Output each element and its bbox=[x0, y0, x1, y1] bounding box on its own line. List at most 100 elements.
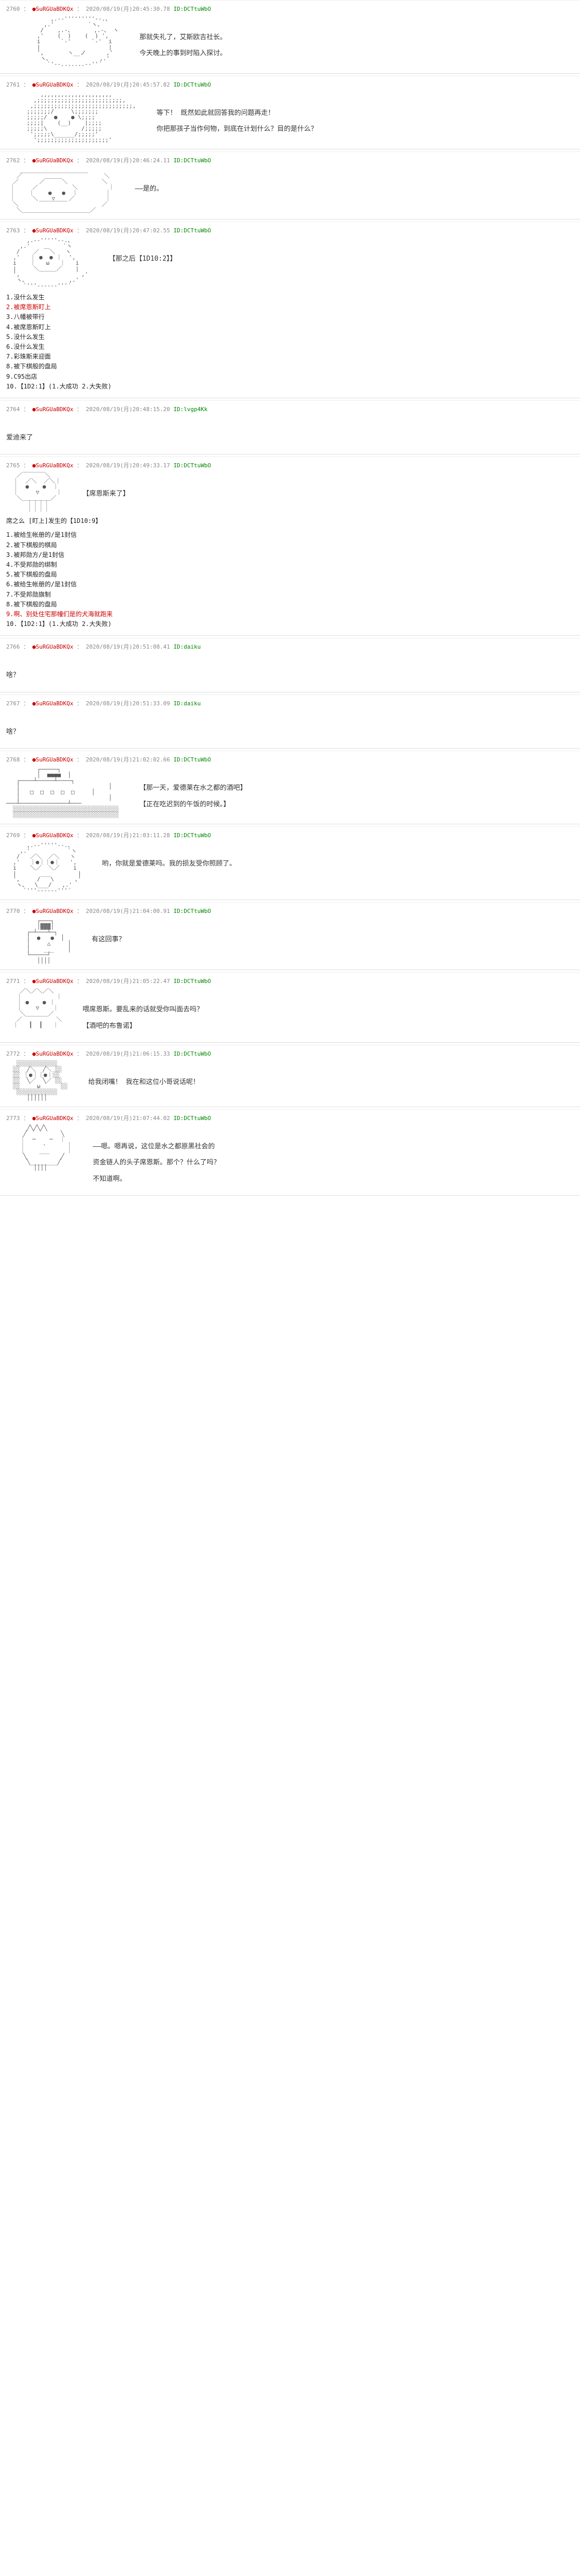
post: 2770 ： ●SuRGUaBDKQx ： 2020/08/19(月)21:04… bbox=[0, 902, 580, 968]
post-meta: 2760 ： ●SuRGUaBDKQx ： 2020/08/19(月)20:45… bbox=[6, 5, 574, 13]
post-id: ●SuRGUaBDKQx bbox=[32, 1050, 73, 1057]
post-meta: 2763 ： ●SuRGUaBDKQx ： 2020/08/19(月)20:47… bbox=[6, 226, 574, 234]
post-host: ID:DCTtuWbO bbox=[173, 227, 211, 234]
post-content: 啥？ bbox=[6, 710, 574, 742]
post-content: ,.-‐'''''‐-.、 ,.' ＿ `ヽ / ／ ＼ ヽ ,' ｜ ● ● … bbox=[6, 238, 574, 289]
dice-option: 10.【1D2:1】(1.大成功 2.大失败) bbox=[6, 382, 574, 392]
post-host: ID:DCTtuWbO bbox=[173, 6, 211, 12]
post: 2773 ： ●SuRGUaBDKQx ： 2020/08/19(月)21:07… bbox=[0, 1109, 580, 1193]
ascii-art: ╱╲╱╲╱╲ ╱ ╲ ｜ ─ ─ ｜ ｜ · ｜ ｜ ___ ｜ ╲ ╱ ╲__… bbox=[6, 1125, 72, 1171]
post-id: ●SuRGUaBDKQx bbox=[32, 643, 73, 650]
dice-pre: 席之么 [盯上]发生的【1D10:9】 bbox=[6, 516, 574, 526]
ascii-art: ,,,,,,,,,,,,,,,,,,,,, ,;;;;;;;;;;;;;;;;;… bbox=[6, 92, 136, 143]
dice-option: 2.被席恩斯盯上 bbox=[6, 302, 574, 312]
post-text: 【席恩斯来了】 bbox=[82, 472, 129, 504]
post-text: 啥？ bbox=[6, 654, 20, 685]
dice-option: 3.八幡被带行 bbox=[6, 312, 574, 322]
post-meta: 2770 ： ●SuRGUaBDKQx ： 2020/08/19(月)21:04… bbox=[6, 907, 574, 915]
post-content: ┌───┐ │▓▓▓│ ┌─┴───┴─┐ │ ● ● │ │ △ │ │ __… bbox=[6, 918, 574, 963]
post-meta: 2772 ： ●SuRGUaBDKQx ： 2020/08/19(月)21:06… bbox=[6, 1049, 574, 1058]
text-line: 你把那孩子当作何物，到底在计划什么？目的是什么？ bbox=[157, 123, 318, 135]
post-content: 啥？ bbox=[6, 654, 574, 685]
post-text: 哟，你就是爱德莱吗。我的损友受你照顾了。 bbox=[102, 842, 236, 874]
post-date: 2020/08/19(月)20:48:15.20 bbox=[86, 406, 170, 413]
post: 2769 ： ●SuRGUaBDKQx ： 2020/08/19(月)21:03… bbox=[0, 826, 580, 897]
dice-option: 6.没什么发生 bbox=[6, 342, 574, 352]
dice-option: 3.被邦勋方/是1封信 bbox=[6, 550, 574, 560]
post: 2762 ： ●SuRGUaBDKQx ： 2020/08/19(月)20:46… bbox=[0, 151, 580, 217]
dice-option: 4.被席恩斯盯上 bbox=[6, 323, 574, 332]
post-no: 2762 bbox=[6, 157, 20, 164]
post-host: ID:DCTtuWbO bbox=[173, 756, 211, 763]
post-content: ┌─────┐ │ ■■■■ │ ┌────┴─────┴────┐ │ │ │… bbox=[6, 767, 574, 818]
divider bbox=[0, 1042, 580, 1043]
post-meta: 2761 ： ●SuRGUaBDKQx ： 2020/08/19(月)20:45… bbox=[6, 80, 574, 89]
post-id: ●SuRGUaBDKQx bbox=[32, 6, 73, 12]
post-id: ●SuRGUaBDKQx bbox=[32, 908, 73, 914]
post-no: 2768 bbox=[6, 756, 20, 763]
text-line: 不知道啊。 bbox=[93, 1173, 220, 1185]
post-no: 2772 bbox=[6, 1050, 20, 1057]
dice-option: 1.没什么发生 bbox=[6, 293, 574, 302]
post-no: 2769 bbox=[6, 832, 20, 839]
post-id: ●SuRGUaBDKQx bbox=[32, 406, 73, 413]
post-date: 2020/08/19(月)20:46:24.11 bbox=[86, 157, 170, 164]
post: 2763 ： ●SuRGUaBDKQx ： 2020/08/19(月)20:47… bbox=[0, 222, 580, 396]
post: 2760 ： ●SuRGUaBDKQx ： 2020/08/19(月)20:45… bbox=[0, 0, 580, 71]
post-host: ID:daiku bbox=[173, 700, 201, 707]
dice-option: 5.没什么发生 bbox=[6, 332, 574, 342]
ascii-art: ┌───┐ │▓▓▓│ ┌─┴───┴─┐ │ ● ● │ │ △ │ │ __… bbox=[6, 918, 71, 963]
post-host: ID:DCTtuWbO bbox=[173, 1115, 211, 1122]
post-date: 2020/08/19(月)21:03:11.28 bbox=[86, 832, 170, 839]
post-text: 有这回事？ bbox=[92, 918, 125, 950]
dice-option: 7.不受邦勋旗制 bbox=[6, 590, 574, 600]
post-content: ,,,,,,,,,,,,,,,,,,,,, ,;;;;;;;;;;;;;;;;;… bbox=[6, 92, 574, 143]
post-date: 2020/08/19(月)21:02:02.66 bbox=[86, 756, 170, 763]
ascii-art: ,.-‐'''''''''‐-.、 ,.' `ヽ、 / ,.-、 ,.-、 ヽ … bbox=[6, 16, 119, 67]
ascii-art: ,.-‐'''''‐-.、 ,.' `ヽ / ／＼ ／＼ ヽ ,' ｜●｜｜●｜… bbox=[6, 842, 81, 893]
post-meta: 2764 ： ●SuRGUaBDKQx ： 2020/08/19(月)20:48… bbox=[6, 405, 574, 413]
post-no: 2773 bbox=[6, 1115, 20, 1122]
post-date: 2020/08/19(月)21:05:22.47 bbox=[86, 978, 170, 985]
post-host: ID:DCTtuWbO bbox=[173, 832, 211, 839]
dice-option: 9.C95出店 bbox=[6, 372, 574, 382]
text-line: 等下！ 既然如此就回答我的问题再走！ bbox=[157, 107, 318, 119]
post-text: 喂席恩斯。要乱来的话就受你叫面去吗？【酒吧的布鲁诺】 bbox=[82, 988, 203, 1036]
post-content: ,.-‐'''''''''‐-.、 ,.' `ヽ、 / ,.-、 ,.-、 ヽ … bbox=[6, 16, 574, 67]
post: 2761 ： ●SuRGUaBDKQx ： 2020/08/19(月)20:45… bbox=[0, 76, 580, 147]
post-content: ＿＿＿＿＿＿＿＿＿＿＿＿ ／ ＼ ／ ／￣￣￣＼ ＼ ｜ ／ ＼ ｜ ｜ ｜ ●… bbox=[6, 167, 574, 213]
post-date: 2020/08/19(月)20:49:33.17 bbox=[86, 462, 170, 469]
post-host: ID:DCTtuWbO bbox=[173, 1050, 211, 1057]
post-host: ID:DCTtuWbO bbox=[173, 978, 211, 985]
post-host: ID:DCTtuWbO bbox=[173, 157, 211, 164]
post: 2764 ： ●SuRGUaBDKQx ： 2020/08/19(月)20:48… bbox=[0, 400, 580, 452]
post-id: ●SuRGUaBDKQx bbox=[32, 1115, 73, 1122]
ascii-art: ＿＿＿＿＿＿＿＿＿＿＿＿ ／ ＼ ／ ／￣￣￣＼ ＼ ｜ ／ ＼ ｜ ｜ ｜ ●… bbox=[6, 167, 114, 213]
text-line: ——是的。 bbox=[135, 183, 163, 195]
text-line: 哟，你就是爱德莱吗。我的损友受你照顾了。 bbox=[102, 858, 236, 870]
dice-list: 1.没什么发生2.被席恩斯盯上3.八幡被带行4.被席恩斯盯上5.没什么发生6.没… bbox=[6, 293, 574, 392]
divider bbox=[0, 748, 580, 749]
post-content: ／￣￣￣￣＼ ｜ ／＼ ／＼｜ ｜ ● ● ｜ ｜ ▽ ｜ ＼＿＿＿＿＿／ ｜｜… bbox=[6, 472, 574, 512]
ascii-art: ┌─────┐ │ ■■■■ │ ┌────┴─────┴────┐ │ │ │… bbox=[6, 767, 119, 818]
dice-option: 10.【1D2:1】(1.大成功 2.大失败) bbox=[6, 619, 574, 629]
post-meta: 2767 ： ●SuRGUaBDKQx ： 2020/08/19(月)20:51… bbox=[6, 699, 574, 707]
divider bbox=[0, 1195, 580, 1196]
post-content: ,.-‐'''''‐-.、 ,.' `ヽ / ／＼ ／＼ ヽ ,' ｜●｜｜●｜… bbox=[6, 842, 574, 893]
text-line: 啥？ bbox=[6, 726, 20, 738]
text-line: 【那一天，爱德莱在水之都的酒吧】 bbox=[140, 782, 247, 794]
post-host: ID:DCTtuWbO bbox=[173, 908, 211, 914]
post-content: ／＼／＼／＼ ｜ ｜ ｜ ● ● ｜ ｜ ▽ ｜ ＼＿＿＿＿／ ／ ＼ ｜ ┃ … bbox=[6, 988, 574, 1036]
ascii-art: ,.-‐'''''‐-.、 ,.' ＿ `ヽ / ／ ＼ ヽ ,' ｜ ● ● … bbox=[6, 238, 88, 289]
post-id: ●SuRGUaBDKQx bbox=[32, 81, 73, 88]
post-id: ●SuRGUaBDKQx bbox=[32, 756, 73, 763]
post-host: ID:lvgp4Kk bbox=[173, 406, 207, 413]
text-line: 爱迪来了 bbox=[6, 432, 33, 444]
post-id: ●SuRGUaBDKQx bbox=[32, 978, 73, 985]
post-date: 2020/08/19(月)21:06:15.33 bbox=[86, 1050, 170, 1057]
text-line: ——嗯。嗯再说，这位是水之都原黑社会的 bbox=[93, 1141, 220, 1153]
dice-option: 8.被下棋般的盘局 bbox=[6, 600, 574, 609]
post: 2766 ： ●SuRGUaBDKQx ： 2020/08/19(月)20:51… bbox=[0, 638, 580, 689]
post-id: ●SuRGUaBDKQx bbox=[32, 700, 73, 707]
ascii-art: ／＼／＼／＼ ｜ ｜ ｜ ● ● ｜ ｜ ▽ ｜ ＼＿＿＿＿／ ／ ＼ ｜ ┃ … bbox=[6, 988, 62, 1028]
